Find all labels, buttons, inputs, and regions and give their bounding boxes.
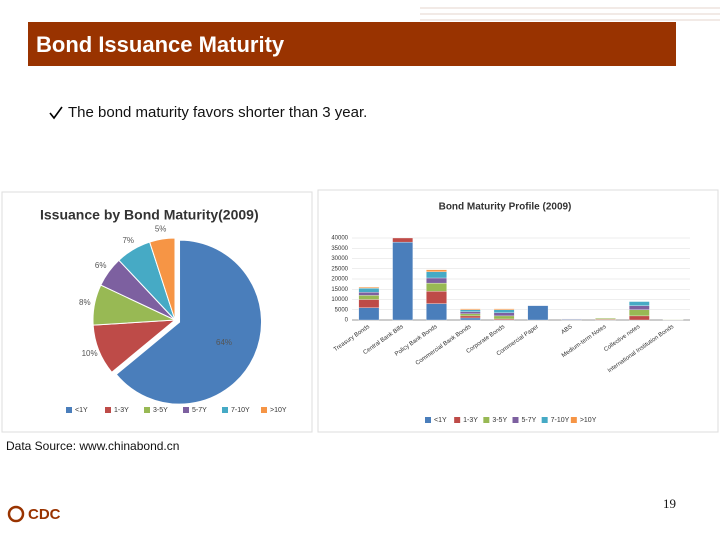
slice-label: 7% <box>122 236 134 245</box>
legend-swatch <box>512 417 519 423</box>
y-tick-label: 20000 <box>331 277 348 283</box>
bar-segment <box>426 277 447 284</box>
bar-segment <box>426 271 447 279</box>
slide-title: Bond Issuance Maturity <box>36 32 285 57</box>
legend-label: 5-7Y <box>192 407 207 414</box>
bar-segment <box>460 317 481 321</box>
legend-swatch <box>261 407 267 413</box>
y-tick-label: 5000 <box>335 307 349 313</box>
legend-label: 3-5Y <box>492 417 507 424</box>
legend-swatch <box>454 417 461 423</box>
pie-slice <box>149 237 176 321</box>
bar-panel <box>317 189 719 433</box>
y-tick-label: 35000 <box>331 246 348 252</box>
legend-swatch <box>425 417 431 423</box>
bar-segment <box>493 309 515 313</box>
bar-segment <box>358 292 380 296</box>
legend-label: <1Y <box>75 407 88 414</box>
bar-segment <box>426 269 447 272</box>
bar-segment <box>629 309 650 317</box>
legend-label: >10Y <box>270 407 287 414</box>
page-number: 19 <box>663 496 676 511</box>
legend-label: 3-5Y <box>153 407 168 414</box>
bar-segment <box>493 312 515 317</box>
bar-segment <box>629 301 650 306</box>
y-tick-label: 40000 <box>331 236 348 242</box>
legend-swatch <box>144 407 150 413</box>
title-bar <box>28 22 676 66</box>
legend-swatch <box>483 417 490 423</box>
legend-swatch <box>541 417 548 423</box>
bar-segment <box>527 305 549 321</box>
bar-segment <box>426 303 447 321</box>
legend-swatch <box>66 407 72 413</box>
bar-segment <box>426 282 447 292</box>
bar-segment <box>426 291 447 304</box>
y-tick-label: 10000 <box>331 297 348 303</box>
slice-label: 10% <box>82 349 98 358</box>
bar-segment <box>460 315 481 319</box>
bar-segment <box>595 318 616 320</box>
bar-segment <box>629 305 650 310</box>
slice-label: 64% <box>216 338 232 347</box>
legend-swatch <box>222 407 228 413</box>
pie-slice <box>115 239 263 405</box>
bar-segment <box>493 308 515 310</box>
logo-icon <box>7 505 25 523</box>
legend-label: 7-10Y <box>231 407 250 414</box>
bar-segment <box>460 311 481 314</box>
bullet-text: The bond maturity favors shorter than 3 … <box>68 104 367 121</box>
x-tick-label: ABS <box>560 324 573 336</box>
bar-segment <box>358 295 380 300</box>
y-tick-label: 0 <box>345 318 349 324</box>
legend-label: <1Y <box>434 417 447 424</box>
legend-label: 1-3Y <box>114 407 129 414</box>
y-tick-label: 25000 <box>331 266 348 272</box>
chart-title: Bond Maturity Profile (2009) <box>439 202 572 213</box>
bar-segment <box>358 307 380 321</box>
slice-label: 5% <box>155 224 167 233</box>
bar-segment <box>460 313 481 317</box>
bar-segment <box>358 287 380 289</box>
legend-swatch <box>183 407 189 413</box>
slice-label: 8% <box>79 298 91 307</box>
bar-segment <box>392 237 413 243</box>
legend-label: 5-7Y <box>522 417 537 424</box>
y-tick-label: 30000 <box>331 256 348 262</box>
legend-label: >10Y <box>580 417 597 424</box>
decor-grid <box>420 7 720 21</box>
logo-text: CDC <box>28 506 61 523</box>
chart-title: Issuance by Bond Maturity(2009) <box>40 207 259 223</box>
bar-segment <box>493 315 515 320</box>
legend-label: 1-3Y <box>463 417 478 424</box>
slice-label: 6% <box>95 261 107 270</box>
legend-swatch <box>570 417 577 423</box>
source: Data Source: www.chinabond.cn <box>6 439 179 453</box>
bar-segment <box>629 315 650 321</box>
bar-segment <box>460 309 481 312</box>
bar-segment <box>493 318 515 321</box>
bar-segment <box>392 241 413 321</box>
check-icon <box>49 106 63 120</box>
legend-label: 7-10Y <box>551 417 570 424</box>
bar-segment <box>460 308 481 310</box>
bar-segment <box>358 288 380 293</box>
legend-swatch <box>105 407 111 413</box>
y-tick-label: 15000 <box>331 287 348 293</box>
bar-segment <box>358 299 380 308</box>
